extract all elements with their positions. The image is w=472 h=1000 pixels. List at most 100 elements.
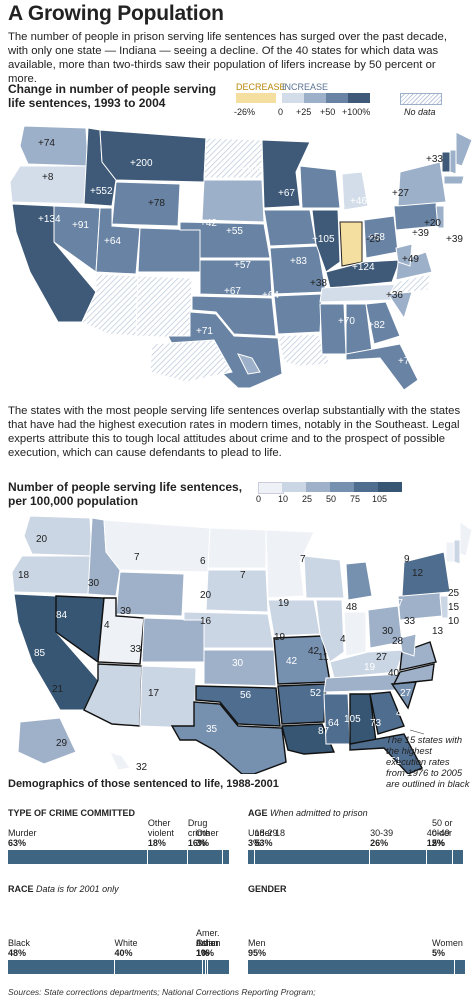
annotation-leader	[409, 729, 425, 735]
map1-state-label: +49	[402, 254, 419, 265]
legend-increase-label: INCREASE	[282, 82, 329, 92]
state-wv	[395, 243, 413, 267]
crime-value: 63%	[8, 838, 27, 848]
map1-state-label: +33	[426, 154, 443, 165]
map1-state-label: +57	[446, 186, 463, 197]
state-hi	[237, 353, 261, 375]
map2-state-label: 29	[56, 738, 68, 749]
map1-state-label: +55	[226, 226, 243, 237]
state-ga	[365, 301, 401, 345]
map1-state-label: +20	[424, 218, 441, 229]
map2-state-label: 4	[104, 620, 110, 631]
crime-segment	[147, 850, 188, 864]
state-ny	[397, 161, 447, 207]
legend2-tick: 25	[302, 494, 313, 504]
state-wi	[299, 165, 341, 209]
map2-state-label: 7	[240, 570, 246, 581]
state-ky	[325, 259, 401, 289]
state-wi	[303, 555, 345, 599]
map2-state-label: 28	[392, 636, 404, 647]
map2-state-label: 7	[134, 552, 140, 563]
state-ga	[369, 691, 405, 735]
map2-state-label: 21	[52, 684, 64, 695]
state-ak	[149, 339, 233, 383]
map2-state-label: 13	[432, 626, 444, 637]
state-ne	[179, 221, 271, 259]
race-segment	[205, 960, 208, 974]
crime-category: Drug crime	[187, 818, 210, 838]
map2-state-label: 6	[200, 556, 206, 567]
age-value: 12%	[426, 838, 445, 848]
legend2-swatch	[378, 482, 402, 492]
race-segment-label: Other 10%	[196, 938, 236, 958]
race-segment	[207, 960, 230, 974]
state-mn	[261, 139, 311, 209]
map2-state-label: 42	[286, 656, 298, 667]
crime-category: Murder	[8, 828, 37, 838]
map1-state-label: +152	[372, 142, 395, 153]
map1-state-label: +58	[368, 232, 385, 243]
state-or	[9, 165, 89, 205]
map2-state-label: 20	[200, 590, 212, 601]
execution-annotation: The 15 states with the highest execution…	[386, 734, 470, 789]
state-wy	[115, 571, 185, 617]
age-segment-label: 30-39 26%	[370, 828, 410, 848]
map1-change	[9, 125, 472, 390]
map2-state-label: 4	[340, 634, 346, 645]
map2-state-label: 48	[346, 602, 358, 613]
map1-state-label: +109	[446, 214, 469, 225]
legend-decrease-label: DECREASE	[236, 82, 286, 92]
group-race-title: RACE Data is for 2001 only	[8, 884, 119, 894]
race-category: White	[114, 938, 138, 948]
map1-state-label: +134	[38, 214, 61, 225]
legend2-tick: 50	[326, 494, 337, 504]
state-nd	[203, 137, 263, 179]
crime-value: 3%	[196, 838, 210, 848]
crime-segment-label: Other 3%	[196, 828, 236, 848]
legend2-swatch	[282, 482, 306, 492]
state-tx	[170, 701, 287, 774]
state-nc	[392, 663, 435, 685]
legend-swatch-inc4	[348, 93, 370, 103]
map1-state-label: +38	[310, 278, 327, 289]
state-fl	[345, 343, 419, 390]
map2-state-label: 51	[390, 756, 402, 767]
age-segment-label: 18-29 53%	[255, 828, 295, 848]
middle-paragraph: The states with the most people serving …	[8, 405, 461, 459]
crime-segment-label: Drug crime 16%	[188, 818, 228, 848]
map1-state-label: +74	[38, 138, 55, 149]
map2-state-label: 67	[444, 634, 456, 645]
state-ny	[401, 551, 451, 597]
map1-label-layer: +74 +200 +8 +552 +78 +103 +134 +91 +64 +42 +55 +67 +…	[0, 122, 472, 390]
map2-state-label: 39	[120, 606, 132, 617]
map2-state-label: 16	[200, 616, 212, 627]
state-wa	[23, 515, 93, 557]
group-race-bar: Black 48% White 40% Asian 1% Amer. Indian 1% Oth…	[8, 928, 230, 974]
state-me	[455, 131, 472, 167]
crime-category: Other	[196, 828, 219, 838]
map2-state-label: 27	[376, 652, 388, 663]
map2-state-label: 84	[56, 610, 68, 621]
race-segment	[114, 960, 204, 974]
map2-state-label: 17	[148, 688, 160, 699]
age-category: 50 or older	[432, 818, 453, 838]
map2-state-label: 19	[364, 662, 376, 673]
map1-state-label: +552	[90, 186, 113, 197]
age-segment	[452, 850, 464, 864]
gender-category: Men	[248, 938, 266, 948]
legend-swatch-inc3	[326, 93, 348, 103]
map1-state-label: +200	[130, 158, 153, 169]
map2-state-label: 30	[232, 658, 244, 669]
age-value: 53%	[254, 838, 273, 848]
map1-state-label: +36	[386, 290, 403, 301]
map2-state-label: 32	[136, 762, 148, 773]
legend2-swatch	[306, 482, 330, 492]
map1-state-label: +103	[240, 164, 263, 175]
intro-text: The number of people in prison serving l…	[8, 31, 447, 85]
group-race-title-text: RACE	[8, 884, 34, 894]
group-race: RACE Data is for 2001 only Black 48% White…	[8, 884, 230, 976]
state-mn	[265, 529, 315, 599]
crime-segment	[8, 850, 148, 864]
state-nj	[435, 205, 445, 229]
map1-state-label: +105	[312, 234, 335, 245]
